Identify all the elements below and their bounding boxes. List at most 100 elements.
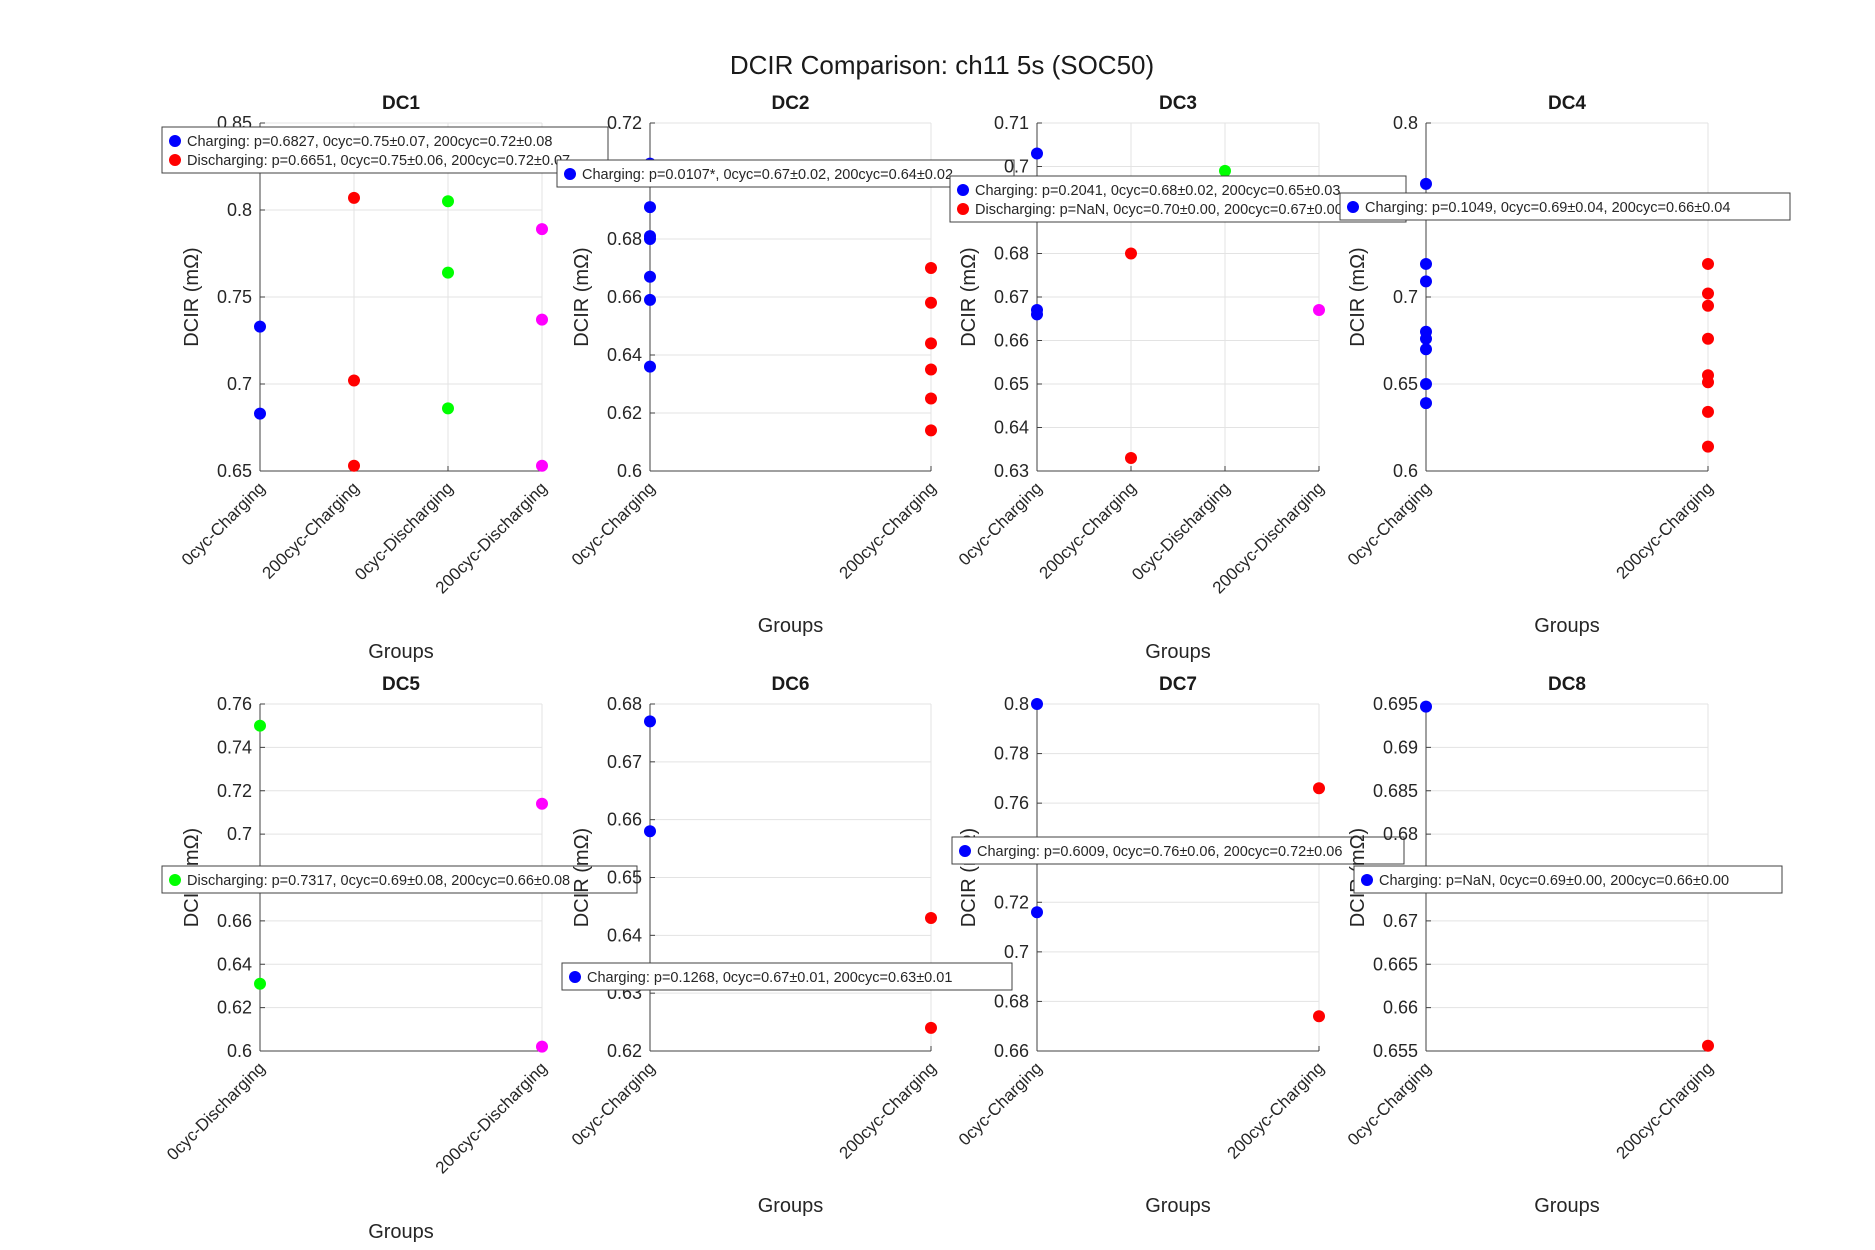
legend-entry: Charging: p=0.6009, 0cyc=0.76±0.06, 200c… [977,844,1342,860]
y-tick-label: 0.64 [994,418,1029,438]
subplot-dc6: 0.620.630.640.650.660.670.680cyc-Chargin… [561,674,1013,1217]
data-point [1702,440,1714,453]
y-tick-label: 0.67 [994,287,1029,307]
legend-marker [169,874,181,886]
y-tick-label: 0.68 [607,694,642,714]
data-point [1125,247,1137,260]
data-point [925,296,937,309]
legend-entry: Charging: p=0.2041, 0cyc=0.68±0.02, 200c… [975,183,1340,199]
x-tick-label: 0cyc-Charging [955,1058,1046,1149]
x-tick-label: 0cyc-Discharging [351,478,457,584]
y-tick-label: 0.65 [217,461,252,481]
x-tick-label: 0cyc-Charging [568,1058,659,1149]
x-tick-label: 0cyc-Charging [178,478,269,569]
data-point [254,407,266,420]
y-axis-label: DCIR (mΩ) [958,247,980,346]
y-tick-label: 0.8 [1393,113,1418,133]
subplot-dc3: 0.630.640.650.660.670.680.690.70.710cyc-… [949,93,1407,663]
x-tick-label: 200cyc-Charging [1036,478,1140,582]
y-axis-label: DCIR (mΩ) [181,247,203,346]
data-point [1420,378,1432,390]
data-point [1420,343,1432,356]
legend-entry: Charging: p=0.0107*, 0cyc=0.67±0.02, 200… [582,167,953,183]
data-point [536,223,548,236]
y-tick-label: 0.62 [217,998,252,1018]
x-tick-label: 200cyc-Charging [259,478,363,582]
legend-entry: Charging: p=0.6827, 0cyc=0.75±0.07, 200c… [187,134,552,150]
legend-box [949,175,1407,223]
legend-box [161,865,638,894]
legend-marker [1361,874,1373,886]
figure-title: DCIR Comparison: ch11 5s (SOC50) [730,50,1154,80]
x-tick-label: 200cyc-Charging [1224,1058,1328,1162]
data-point [536,313,548,326]
data-point [1702,405,1714,418]
y-tick-label: 0.74 [217,737,252,757]
data-point [254,977,266,990]
data-point [348,374,360,387]
y-tick-label: 0.6 [1393,461,1418,481]
data-point [1420,397,1432,410]
legend-marker [169,154,181,166]
legend-marker [957,184,969,196]
y-tick-label: 0.68 [1383,824,1418,844]
data-point [442,402,454,415]
legend-box [1339,192,1791,221]
data-point [1219,164,1231,177]
subplot-dc7: 0.660.680.70.720.740.760.780.80cyc-Charg… [951,674,1405,1217]
data-point [1031,698,1043,710]
x-axis-label: Groups [368,641,434,663]
y-tick-label: 0.66 [217,911,252,931]
y-tick-label: 0.7 [1004,157,1029,177]
y-tick-label: 0.64 [607,925,642,945]
y-tick-label: 0.63 [994,461,1029,481]
y-tick-label: 0.78 [994,744,1029,764]
data-point [644,715,656,728]
y-tick-label: 0.76 [217,694,252,714]
data-point [925,337,937,350]
y-tick-label: 0.69 [1383,737,1418,757]
data-point [442,195,454,208]
legend-marker [1347,201,1359,213]
data-point [442,266,454,279]
y-axis-label: DCIR (mΩ) [571,828,593,927]
data-point [925,363,937,376]
x-tick-label: 200cyc-Charging [836,1058,940,1162]
subplot-title: DC7 [1159,674,1197,695]
y-tick-label: 0.72 [217,781,252,801]
data-point [1420,332,1432,345]
y-tick-label: 0.66 [994,331,1029,351]
y-tick-label: 0.64 [217,954,252,974]
data-point [1702,332,1714,345]
legend-entry: Charging: p=0.1268, 0cyc=0.67±0.01, 200c… [587,970,952,986]
x-axis-label: Groups [1534,1195,1600,1217]
legend-entry: Charging: p=NaN, 0cyc=0.69±0.00, 200cyc=… [1379,873,1729,889]
data-point [644,360,656,373]
y-axis-label: DCIR (mΩ) [571,247,593,346]
data-point [1313,304,1325,317]
y-tick-label: 0.72 [994,892,1029,912]
x-tick-label: 200cyc-Charging [836,478,940,582]
data-point [536,797,548,810]
x-axis-label: Groups [1534,615,1600,637]
x-tick-label: 0cyc-Charging [1344,1058,1435,1149]
x-axis-label: Groups [368,1221,434,1243]
y-tick-label: 0.66 [1383,998,1418,1018]
y-tick-label: 0.7 [227,824,252,844]
data-point [925,262,937,274]
y-tick-label: 0.685 [1373,781,1418,801]
y-tick-label: 0.71 [994,113,1029,133]
data-point [1702,376,1714,389]
x-tick-label: 200cyc-Charging [1613,478,1717,582]
x-axis-label: Groups [1145,641,1211,663]
data-point [644,293,656,306]
data-point [1420,177,1432,190]
y-tick-label: 0.68 [607,229,642,249]
data-point [1031,308,1043,321]
legend-box [561,962,1013,991]
x-axis-label: Groups [1145,1195,1211,1217]
x-tick-label: 0cyc-Charging [955,478,1046,569]
y-tick-label: 0.75 [217,287,252,307]
y-tick-label: 0.7 [1004,942,1029,962]
